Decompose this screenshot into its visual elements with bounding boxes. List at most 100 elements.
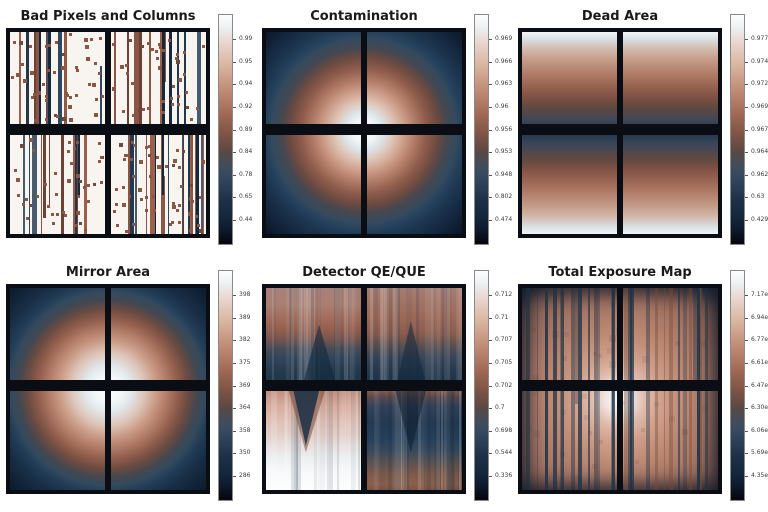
colorbar-tick-label: 286: [233, 472, 250, 479]
bad-pixel: [122, 203, 127, 208]
qe-streak: [350, 391, 356, 490]
detector-quadrant: [367, 288, 462, 380]
bad-pixel: [94, 61, 98, 65]
bad-column: [195, 135, 199, 234]
bad-column: [57, 32, 62, 124]
bad-pixel: [172, 84, 176, 88]
heatmap-image: [10, 288, 206, 490]
detector-quadrant: [10, 32, 105, 124]
qe-streak: [433, 288, 436, 380]
bad-pixel: [91, 83, 96, 88]
bad-pixel: [36, 194, 40, 198]
bad-pixel: [134, 83, 138, 86]
bad-pixel: [51, 221, 55, 225]
qe-streak: [444, 391, 448, 490]
qe-streak: [340, 288, 344, 380]
qe-streak: [297, 288, 302, 380]
bad-pixel: [29, 45, 33, 49]
bad-column: [42, 135, 46, 219]
bad-pixel: [70, 162, 74, 166]
bad-pixel: [11, 76, 15, 80]
qe-streak: [440, 288, 447, 380]
bad-pixel: [170, 220, 174, 224]
qe-streak: [356, 288, 361, 380]
bad-pixel: [29, 137, 34, 142]
bad-pixel: [116, 223, 120, 227]
bad-column: [183, 32, 186, 124]
bad-pixel: [76, 140, 79, 144]
qe-streak: [291, 391, 298, 490]
bad-pixel: [97, 142, 101, 146]
qe-streak: [446, 391, 451, 490]
bad-pixel: [183, 73, 187, 77]
bad-pixel: [128, 39, 132, 43]
qe-streak: [379, 391, 385, 490]
panel-dead-area: Dead Area 0.977 0.974 0.972 0.969 0.967 0.964…: [512, 0, 768, 256]
qe-streak: [285, 391, 288, 490]
exposure-speckle: [681, 429, 688, 436]
bad-pixel: [154, 50, 158, 54]
colorbar-tick-labels: 398 389 382 375 369 364 358 350 286: [233, 270, 267, 501]
bad-pixel: [178, 78, 183, 83]
bad-pixel: [174, 56, 178, 60]
bad-pixel: [56, 115, 60, 119]
colorbar-tick-label: 0.962: [745, 171, 768, 178]
bad-pixel: [97, 71, 101, 75]
bad-column: [197, 32, 202, 124]
bad-pixel: [178, 204, 182, 208]
bad-pixel: [177, 220, 181, 224]
bad-pixel: [131, 175, 135, 179]
quadrant-gap-horizontal: [10, 123, 206, 136]
bad-pixel: [197, 223, 201, 227]
colorbar-tick-label: 0.963: [489, 81, 512, 87]
qe-streak: [446, 288, 452, 380]
bad-column: [130, 135, 135, 234]
bad-pixel: [194, 215, 198, 219]
bad-pixel: [171, 163, 175, 167]
qe-streak: [416, 288, 419, 380]
qe-streak: [433, 391, 437, 490]
qe-streak: [434, 391, 441, 490]
qe-streak: [373, 288, 379, 380]
qe-streak: [301, 288, 308, 380]
qe-streak: [436, 391, 440, 490]
bad-pixel: [158, 46, 162, 49]
bad-pixel: [156, 57, 160, 61]
bad-column: [22, 135, 24, 234]
qe-streak: [459, 391, 462, 490]
heatmap-image: [522, 288, 718, 490]
bad-pixel: [138, 160, 143, 164]
colorbar-tick-label: 0.712: [489, 292, 512, 298]
bad-pixel: [99, 180, 103, 184]
colorbar-tick-label: 0.964: [745, 149, 768, 155]
bad-pixel: [44, 118, 48, 122]
exposure-speckle: [674, 340, 680, 346]
bad-pixel: [172, 158, 177, 163]
detector-frame: [518, 28, 722, 238]
bad-pixel: [126, 72, 130, 76]
heatmap-image: [522, 32, 718, 234]
qe-streak: [294, 391, 301, 490]
bad-pixel: [78, 179, 82, 183]
bad-pixel: [100, 155, 104, 159]
colorbar-tick-label: 0.336: [489, 472, 512, 479]
colorbar-tick-label: 6.06e+0: [745, 427, 768, 434]
panel-contamination: Contamination 0.969 0.966 0.963 0.96 0.956 0.…: [256, 0, 512, 256]
qe-streak: [311, 288, 315, 380]
bad-pixel: [67, 178, 72, 183]
detector-quadrant: [266, 288, 361, 380]
bad-pixel: [87, 200, 91, 204]
bad-pixel: [66, 94, 70, 98]
qe-streak: [383, 288, 390, 380]
detector-quadrant: [111, 32, 206, 124]
qe-streak: [421, 391, 427, 490]
quadrant-gap-horizontal: [10, 379, 206, 392]
bad-pixel: [131, 222, 135, 226]
bad-pixel: [85, 44, 90, 49]
qe-streak: [393, 288, 399, 380]
bad-pixel: [162, 110, 166, 114]
bad-pixel: [189, 197, 194, 202]
bad-pixel: [148, 153, 151, 157]
bad-pixel: [66, 150, 70, 154]
qe-streak: [340, 391, 347, 490]
